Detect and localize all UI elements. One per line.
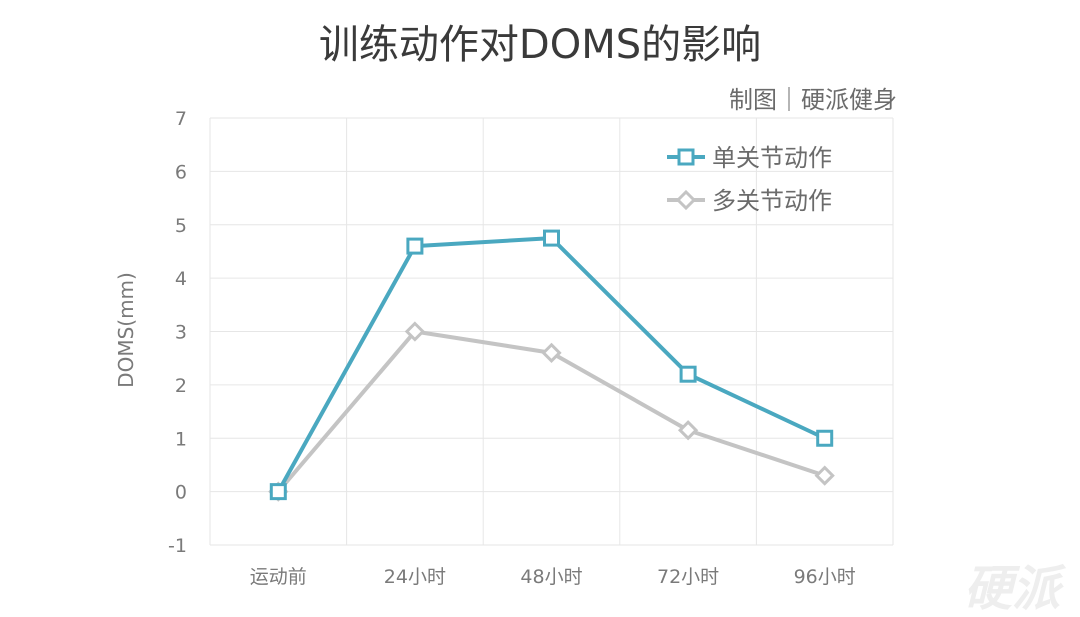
data-point [541, 342, 562, 363]
y-axis-label: DOMS(mm) [114, 272, 138, 388]
series-1 [269, 229, 834, 501]
data-point [816, 429, 834, 447]
series-2 [268, 321, 835, 502]
y-tick-label: 1 [175, 428, 187, 450]
gridlines [209, 117, 894, 546]
x-tick-label: 48小时 [520, 566, 582, 588]
x-tick-label: 96小时 [794, 566, 856, 588]
y-tick-label: 0 [175, 482, 187, 504]
y-tick-label: 6 [175, 161, 187, 183]
data-point [679, 365, 697, 383]
legend-label: 单关节动作 [712, 144, 832, 172]
x-tick-label: 24小时 [384, 566, 446, 588]
credit-text: 制图｜硬派健身 [729, 86, 897, 114]
y-tick-label: 4 [175, 268, 187, 290]
y-tick-labels: -1 0 1 2 3 4 5 6 7 [168, 108, 187, 557]
x-tick-labels: 运动前 24小时 48小时 72小时 96小时 [250, 566, 856, 588]
data-point [814, 465, 835, 486]
data-point [269, 483, 287, 501]
watermark-logo: 硬派 [964, 561, 1067, 617]
legend-marker [675, 189, 697, 211]
chart-title: 训练动作对DOMS的影响 [319, 22, 761, 68]
data-point [404, 321, 426, 342]
legend-marker [677, 148, 695, 166]
series-group [268, 229, 835, 502]
y-tick-label: -1 [168, 535, 187, 557]
y-tick-label: 5 [175, 215, 187, 237]
y-tick-label: 3 [175, 322, 187, 344]
legend-label: 多关节动作 [712, 187, 832, 215]
data-point [677, 420, 699, 441]
series-line [276, 236, 826, 493]
y-tick-label: 7 [175, 108, 187, 130]
x-tick-label: 运动前 [250, 566, 307, 588]
data-point [543, 229, 560, 247]
x-tick-label: 72小时 [657, 566, 719, 588]
data-point [406, 237, 424, 255]
y-tick-label: 2 [175, 375, 187, 397]
